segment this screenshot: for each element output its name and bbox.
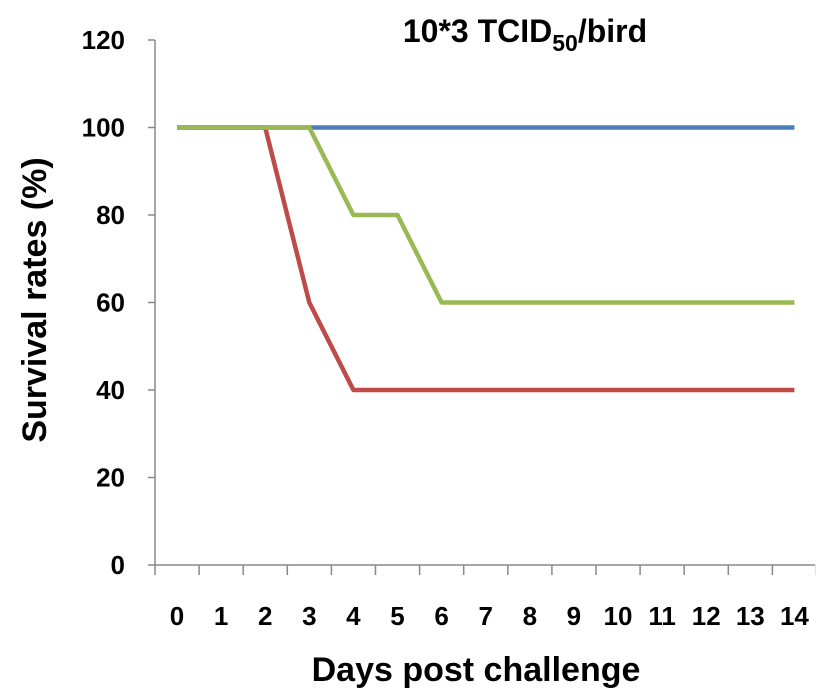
x-tick-label: 9 bbox=[567, 601, 581, 631]
y-tick-label: 120 bbox=[82, 25, 125, 55]
axes bbox=[148, 39, 816, 575]
x-axis-title: Days post challenge bbox=[312, 651, 641, 689]
x-tick-label: 8 bbox=[523, 601, 537, 631]
y-tick-label: 100 bbox=[82, 113, 125, 143]
data-series bbox=[177, 125, 795, 393]
x-tick-label: 10 bbox=[604, 601, 633, 631]
x-tick-label: 12 bbox=[692, 601, 721, 631]
x-tick-label: 6 bbox=[434, 601, 448, 631]
y-tick-label: 60 bbox=[96, 288, 125, 318]
y-tick-label: 40 bbox=[96, 375, 125, 405]
chart-title: 10*3 TCID50/bird bbox=[403, 13, 647, 56]
x-tick-labels: 0 1 2 3 4 5 6 7 8 9 10 11 12 13 14 bbox=[170, 601, 810, 631]
x-tick-label: 14 bbox=[780, 601, 809, 631]
series-line-2 bbox=[177, 125, 795, 393]
x-tick-label: 3 bbox=[302, 601, 316, 631]
y-tick-label: 80 bbox=[96, 200, 125, 230]
y-tick-labels: 0 20 40 60 80 100 120 bbox=[82, 25, 125, 580]
x-tick-label: 0 bbox=[170, 601, 184, 631]
x-tick-label: 7 bbox=[478, 601, 492, 631]
x-tick-label: 2 bbox=[258, 601, 272, 631]
x-tick-label: 1 bbox=[214, 601, 228, 631]
y-tick-label: 20 bbox=[96, 463, 125, 493]
y-tick-label: 0 bbox=[111, 550, 125, 580]
chart-title-subscript: 50 bbox=[552, 30, 578, 56]
x-tick-label: 5 bbox=[390, 601, 404, 631]
y-axis-title: Survival rates (%) bbox=[16, 157, 54, 442]
series-line-3 bbox=[177, 125, 795, 305]
x-tick-label: 4 bbox=[346, 601, 361, 631]
x-tick-label: 13 bbox=[736, 601, 765, 631]
x-tick-label: 11 bbox=[648, 601, 676, 631]
